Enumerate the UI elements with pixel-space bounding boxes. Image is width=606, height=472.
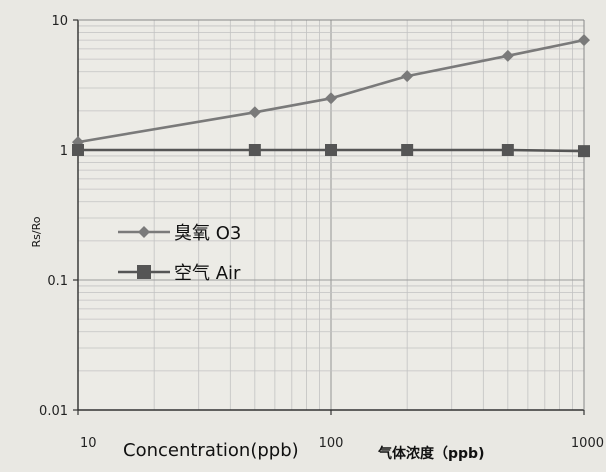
- series-line-0: [77, 38, 585, 144]
- series-point-1: [401, 144, 414, 156]
- series-point-0: [248, 106, 261, 119]
- series-point-1: [248, 144, 261, 156]
- y-tick-label: 0.1: [47, 274, 68, 289]
- series-layer: [72, 34, 590, 158]
- legend-label-1: 空气 Air: [174, 263, 241, 284]
- y-tick-label: 1: [60, 144, 68, 159]
- y-tick-label: 10: [51, 14, 68, 29]
- series-point-1: [72, 144, 84, 156]
- legend-marker-0: [138, 226, 150, 238]
- x-tick-label: 1000: [571, 436, 604, 451]
- axes: [73, 19, 585, 415]
- x-tick-label: 10: [80, 436, 97, 451]
- y-axis-title: Rs/Ro: [30, 216, 43, 247]
- series-point-1: [501, 144, 514, 156]
- x-axis-title-cn: 气体浓度（ppb): [377, 445, 484, 462]
- series-point-0: [401, 70, 414, 83]
- series-point-1: [325, 144, 337, 156]
- x-tick-label: 100: [319, 436, 344, 451]
- series-point-0: [578, 34, 590, 47]
- legend-label-0: 臭氧 O3: [174, 223, 241, 244]
- grid: [77, 20, 584, 411]
- y-tick-label: 0.01: [39, 404, 68, 419]
- x-axis-title: Concentration(ppb): [123, 440, 299, 461]
- legend-marker-1: [137, 265, 151, 279]
- legend: 臭氧 O3 空气 Air: [118, 223, 241, 284]
- series-point-0: [325, 92, 337, 105]
- series-point-0: [501, 49, 514, 62]
- series-point-1: [578, 145, 590, 158]
- labels: 10 1 0.1 0.01 10 100 1000 Concentration(ppb) 气体浓…: [30, 14, 604, 462]
- series-line-1: [78, 148, 585, 153]
